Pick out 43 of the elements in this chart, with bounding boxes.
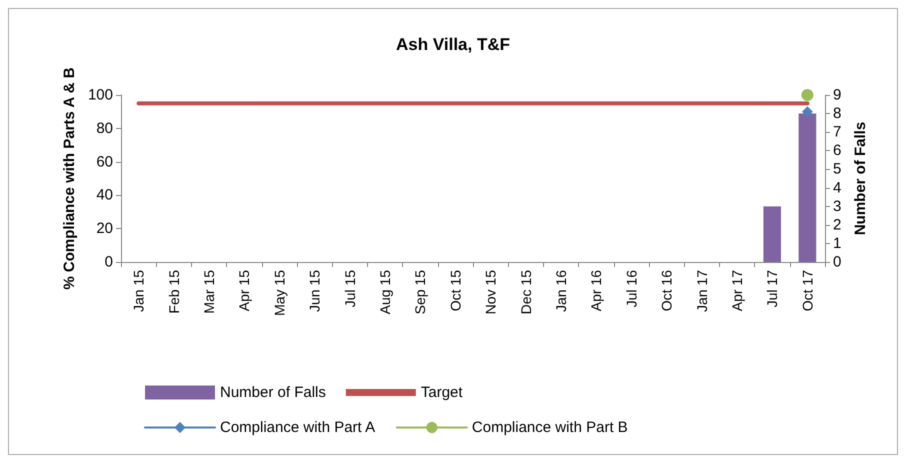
y2-tick-label: 0 [833,254,842,270]
x-tick-label: Jul 15 [342,270,358,308]
x-tick-label: Mar 15 [201,270,217,314]
x-tick-label: Dec 15 [518,270,534,314]
y-tick-label: 100 [88,86,113,104]
x-tick-label: Apr 17 [729,270,745,312]
x-tick-label: Jun 15 [306,270,323,312]
y2-tick-label: 3 [833,198,842,215]
y2-axis-title: Number of Falls [852,122,869,236]
x-tick-label: Nov 15 [482,270,499,314]
legend-label: Number of Falls [220,384,326,401]
y2-tick-label: 5 [833,160,842,178]
x-tick-label: Jul 17 [764,270,780,308]
x-tick-label: Oct 17 [799,270,816,312]
y2-tick-label: 8 [833,105,842,122]
y-tick-label: 40 [96,186,113,204]
y-tick-label: 60 [96,153,113,170]
x-tick-label: Jan 17 [694,270,710,312]
x-tick-label: Apr 15 [236,270,252,312]
x-tick-label: Aug 15 [377,270,393,314]
x-tick-label: Feb 15 [166,270,182,314]
x-tick-label: Oct 16 [658,270,675,312]
x-tick-label: Jul 16 [623,270,640,308]
legend-label: Compliance with Part B [472,419,628,436]
y-axis-title: % Compliance with Parts A & B [61,67,78,290]
y2-tick-label: 2 [833,216,842,234]
y2-tick-label: 4 [833,179,842,196]
y2-tick-label: 6 [833,142,842,160]
x-tick-label: Oct 15 [447,270,464,312]
y-tick-label: 0 [104,254,113,270]
x-tick-label: Jan 15 [130,270,147,312]
legend-label: Compliance with Part A [220,419,376,436]
x-tick-label: Sep 15 [412,270,428,314]
x-tick-label: Apr 16 [588,270,604,312]
legend-label: Target [420,384,464,401]
y2-tick-label: 9 [833,86,842,104]
chart-title: Ash Villa, T&F [396,35,510,54]
y2-tick-label: 1 [833,234,842,252]
y-tick-label: 80 [96,120,113,137]
x-tick-label: Jan 16 [553,270,569,312]
x-tick-label: May 15 [271,270,288,316]
y-tick-label: 20 [96,220,113,238]
y2-tick-label: 7 [833,124,842,141]
